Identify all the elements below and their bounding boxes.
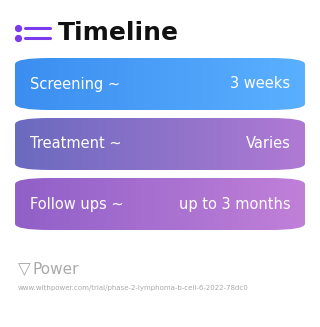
FancyBboxPatch shape: [9, 177, 311, 231]
Text: Follow ups ~: Follow ups ~: [29, 197, 123, 212]
FancyBboxPatch shape: [15, 178, 305, 230]
Text: Power: Power: [32, 263, 78, 278]
Text: ▽: ▽: [18, 261, 31, 279]
FancyBboxPatch shape: [15, 58, 305, 110]
Text: Screening ~: Screening ~: [29, 77, 120, 92]
FancyBboxPatch shape: [9, 117, 311, 171]
Text: www.withpower.com/trial/phase-2-lymphoma-b-cell-6-2022-78dc0: www.withpower.com/trial/phase-2-lymphoma…: [18, 285, 249, 291]
Text: Varies: Varies: [246, 136, 291, 151]
Text: up to 3 months: up to 3 months: [179, 197, 291, 212]
Text: 3 weeks: 3 weeks: [230, 77, 291, 92]
Text: Timeline: Timeline: [58, 21, 179, 45]
FancyBboxPatch shape: [9, 57, 311, 111]
Text: Treatment ~: Treatment ~: [29, 136, 121, 151]
FancyBboxPatch shape: [15, 118, 305, 170]
